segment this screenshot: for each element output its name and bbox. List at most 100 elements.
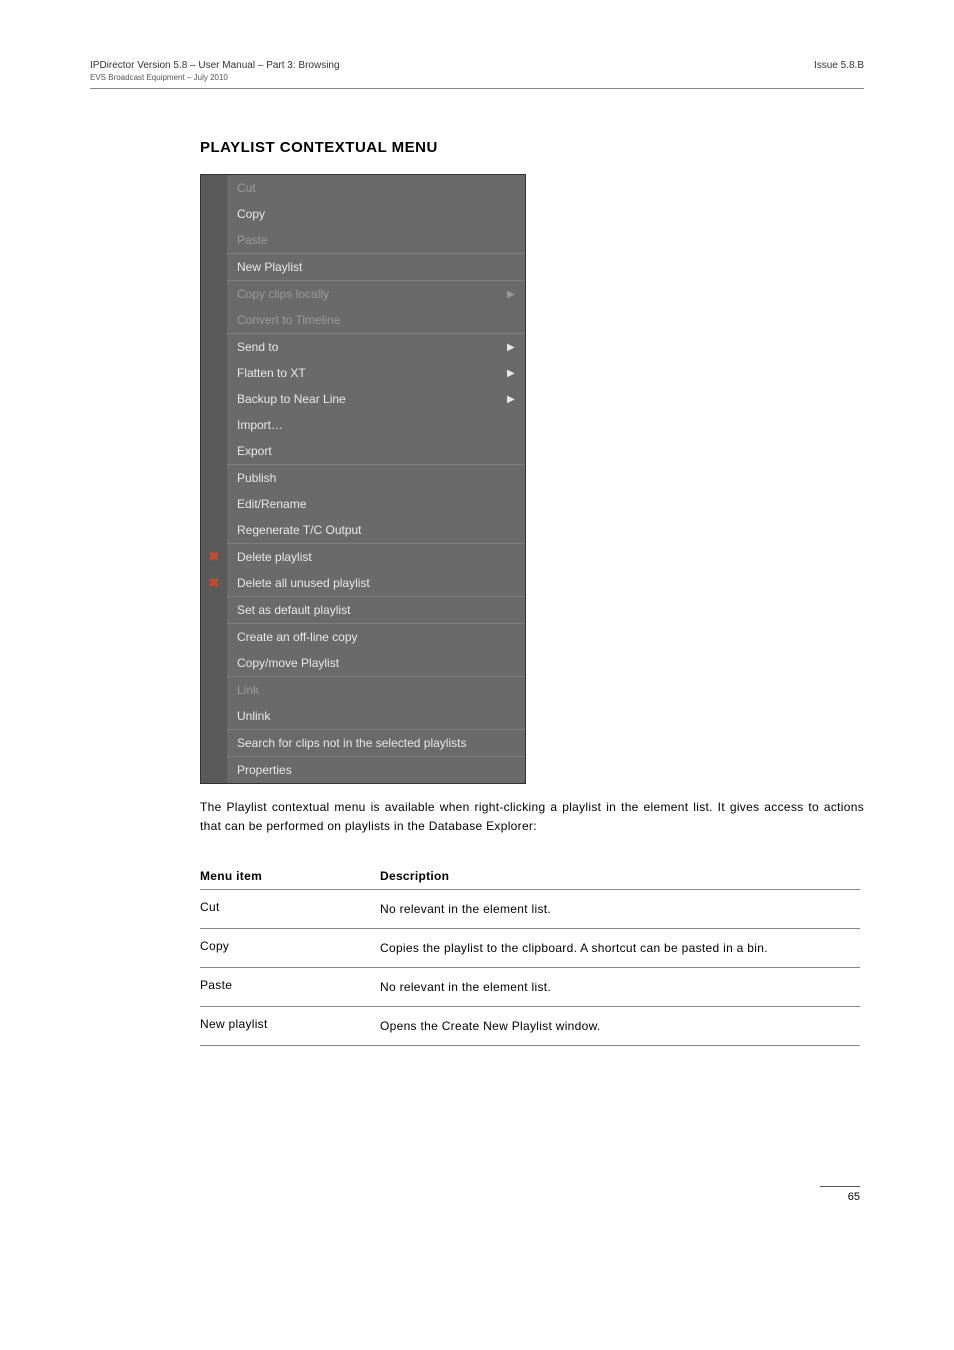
- menu-item-label: Delete playlist: [227, 550, 507, 564]
- menu-gutter: [201, 227, 227, 253]
- menu-item[interactable]: ✖ Delete playlist: [201, 544, 525, 570]
- menu-gutter: [201, 307, 227, 333]
- menu-item-label: Set as default playlist: [227, 603, 507, 617]
- table-cell-menuitem: Cut: [200, 890, 380, 929]
- submenu-arrow-icon: ▶: [507, 289, 525, 300]
- menu-separator: [201, 543, 525, 544]
- table-cell-menuitem: Copy: [200, 929, 380, 968]
- description-table: Menu item Description CutNo relevant in …: [200, 863, 860, 1046]
- menu-gutter: [201, 757, 227, 783]
- menu-gutter: [201, 334, 227, 360]
- menu-separator: [201, 623, 525, 624]
- menu-item-label: Delete all unused playlist: [227, 576, 507, 590]
- menu-separator: [201, 333, 525, 334]
- table-cell-description: Opens the Create New Playlist window.: [380, 1007, 860, 1046]
- menu-item[interactable]: Unlink: [201, 703, 525, 729]
- menu-item-label: Flatten to XT: [227, 366, 507, 380]
- table-row: New playlistOpens the Create New Playlis…: [200, 1007, 860, 1046]
- doc-title: IPDirector Version 5.8 – User Manual – P…: [90, 60, 340, 71]
- menu-item[interactable]: Import…: [201, 412, 525, 438]
- menu-gutter: [201, 438, 227, 464]
- menu-item[interactable]: Export: [201, 438, 525, 464]
- menu-item-label: Create an off-line copy: [227, 630, 507, 644]
- menu-item[interactable]: Send to▶: [201, 334, 525, 360]
- menu-item[interactable]: Properties: [201, 757, 525, 783]
- table-cell-description: Copies the playlist to the clipboard. A …: [380, 929, 860, 968]
- table-header-row: Menu item Description: [200, 863, 860, 890]
- menu-item-label: Paste: [227, 233, 507, 247]
- menu-gutter: [201, 703, 227, 729]
- menu-item-label: Edit/Rename: [227, 497, 507, 511]
- menu-item[interactable]: ✖ Delete all unused playlist: [201, 570, 525, 596]
- menu-separator: [201, 596, 525, 597]
- menu-gutter: [201, 597, 227, 623]
- menu-separator: [201, 253, 525, 254]
- menu-item-label: Search for clips not in the selected pla…: [227, 736, 507, 750]
- menu-separator: [201, 676, 525, 677]
- doc-issue: Issue 5.8.B: [814, 60, 864, 71]
- table-row: CutNo relevant in the element list.: [200, 890, 860, 929]
- menu-item-label: Properties: [227, 763, 507, 777]
- page-number: 65: [848, 1191, 860, 1203]
- menu-gutter: [201, 281, 227, 307]
- table-cell-description: No relevant in the element list.: [380, 890, 860, 929]
- menu-item-label: Import…: [227, 418, 507, 432]
- delete-icon: ✖: [209, 549, 220, 565]
- menu-gutter: [201, 730, 227, 756]
- menu-item[interactable]: Copy: [201, 201, 525, 227]
- menu-gutter: [201, 465, 227, 491]
- menu-item: Convert to Timeline: [201, 307, 525, 333]
- menu-separator: [201, 756, 525, 757]
- menu-item[interactable]: Flatten to XT▶: [201, 360, 525, 386]
- menu-gutter: [201, 650, 227, 676]
- menu-gutter: [201, 386, 227, 412]
- menu-gutter: ✖: [201, 570, 227, 596]
- menu-item[interactable]: Set as default playlist: [201, 597, 525, 623]
- footer-rule: [820, 1186, 860, 1187]
- menu-item-label: Convert to Timeline: [227, 313, 507, 327]
- table-row: CopyCopies the playlist to the clipboard…: [200, 929, 860, 968]
- menu-item-label: Send to: [227, 340, 507, 354]
- table-cell-menuitem: New playlist: [200, 1007, 380, 1046]
- doc-header-row: IPDirector Version 5.8 – User Manual – P…: [90, 60, 864, 71]
- menu-gutter: [201, 254, 227, 280]
- menu-gutter: [201, 175, 227, 201]
- menu-gutter: [201, 201, 227, 227]
- doc-subheader: EVS Broadcast Equipment – July 2010: [90, 73, 864, 82]
- menu-separator: [201, 280, 525, 281]
- playlist-context-menu: CutCopyPasteNew PlaylistCopy clips local…: [200, 174, 526, 784]
- menu-separator: [201, 729, 525, 730]
- menu-item[interactable]: Search for clips not in the selected pla…: [201, 730, 525, 756]
- menu-item: Copy clips locally▶: [201, 281, 525, 307]
- menu-item[interactable]: Copy/move Playlist: [201, 650, 525, 676]
- menu-item-label: Copy clips locally: [227, 287, 507, 301]
- menu-item[interactable]: New Playlist: [201, 254, 525, 280]
- menu-gutter: [201, 360, 227, 386]
- section-title: PLAYLIST CONTEXTUAL MENU: [200, 139, 864, 156]
- menu-item-label: Cut: [227, 181, 507, 195]
- table-head-description: Description: [380, 863, 860, 890]
- table-head-menuitem: Menu item: [200, 863, 380, 890]
- menu-item-label: Copy/move Playlist: [227, 656, 507, 670]
- submenu-arrow-icon: ▶: [507, 394, 525, 405]
- menu-gutter: [201, 491, 227, 517]
- menu-item-label: Publish: [227, 471, 507, 485]
- menu-item: Cut: [201, 175, 525, 201]
- menu-item[interactable]: Backup to Near Line▶: [201, 386, 525, 412]
- menu-item-label: Backup to Near Line: [227, 392, 507, 406]
- submenu-arrow-icon: ▶: [507, 342, 525, 353]
- menu-item[interactable]: Publish: [201, 465, 525, 491]
- menu-gutter: ✖: [201, 544, 227, 570]
- delete-icon: ✖: [209, 575, 220, 591]
- menu-item[interactable]: Edit/Rename: [201, 491, 525, 517]
- table-cell-menuitem: Paste: [200, 968, 380, 1007]
- menu-separator: [201, 464, 525, 465]
- menu-item: Link: [201, 677, 525, 703]
- menu-item-label: Copy: [227, 207, 507, 221]
- submenu-arrow-icon: ▶: [507, 368, 525, 379]
- page-container: IPDirector Version 5.8 – User Manual – P…: [0, 0, 954, 1243]
- menu-item-label: Unlink: [227, 709, 507, 723]
- header-rule: [90, 88, 864, 89]
- menu-item[interactable]: Regenerate T/C Output: [201, 517, 525, 543]
- menu-item[interactable]: Create an off-line copy: [201, 624, 525, 650]
